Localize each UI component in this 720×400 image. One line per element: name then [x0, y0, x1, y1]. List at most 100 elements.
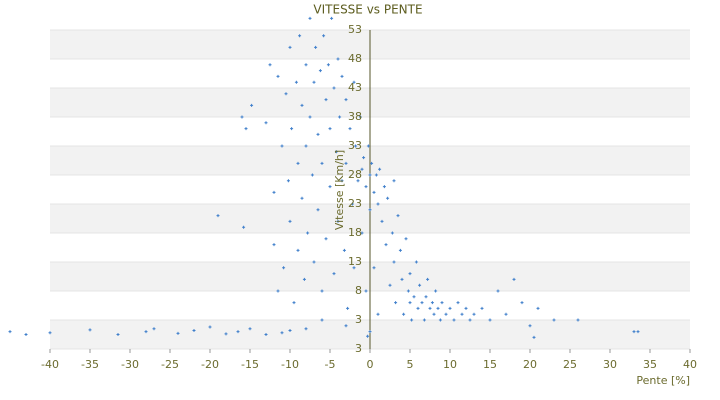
point: [400, 277, 404, 281]
point: [280, 331, 284, 335]
point: [48, 331, 52, 335]
point: [364, 185, 368, 189]
y-tick-label: 43: [348, 81, 362, 94]
point: [360, 167, 364, 171]
point: [366, 334, 370, 338]
y-tick-label: 3: [355, 342, 362, 355]
point: [472, 312, 476, 316]
point: [276, 289, 280, 293]
point: [436, 306, 440, 310]
x-tick-label: -5: [325, 358, 336, 371]
point: [318, 69, 322, 73]
point: [386, 196, 390, 200]
point: [438, 318, 442, 322]
point: [288, 328, 292, 332]
point: [468, 318, 472, 322]
point: [292, 301, 296, 305]
point: [300, 196, 304, 200]
point: [346, 306, 350, 310]
point: [444, 312, 448, 316]
point: [300, 103, 304, 107]
point: [416, 306, 420, 310]
point: [632, 330, 636, 334]
point: [344, 324, 348, 328]
point: [354, 144, 358, 148]
point: [552, 318, 556, 322]
point: [244, 127, 248, 131]
point: [192, 328, 196, 332]
point: [382, 185, 386, 189]
point: [532, 335, 536, 339]
points: [8, 16, 640, 339]
point: [366, 144, 370, 148]
point: [216, 214, 220, 218]
point: [394, 301, 398, 305]
point: [248, 327, 252, 331]
point: [426, 277, 430, 281]
y-tick-label: 3: [355, 313, 362, 326]
x-tick-label: -30: [121, 358, 139, 371]
point: [528, 324, 532, 328]
point: [294, 80, 298, 84]
point: [368, 173, 372, 177]
point: [420, 301, 424, 305]
x-tick-label: -40: [41, 358, 59, 371]
point: [358, 115, 362, 119]
point: [264, 333, 268, 336]
y-tick-label: 23: [348, 197, 362, 210]
chart-title: VITESSE vs PENTE: [313, 3, 422, 17]
point: [340, 74, 344, 78]
point: [176, 331, 180, 335]
point: [240, 115, 244, 119]
x-tick-label: 35: [643, 358, 657, 371]
point: [314, 45, 318, 49]
point: [408, 272, 412, 276]
point: [296, 248, 300, 252]
point: [496, 289, 500, 293]
point: [512, 277, 516, 281]
point: [430, 301, 434, 305]
point: [464, 306, 468, 310]
point: [290, 127, 294, 131]
point: [336, 219, 340, 223]
point: [334, 150, 338, 154]
x-tick-label: 15: [483, 358, 497, 371]
point: [310, 173, 314, 177]
point: [342, 248, 346, 252]
y-axis-label: Vitesse [Km/h]: [333, 150, 346, 230]
point: [312, 260, 316, 264]
point: [304, 63, 308, 67]
point: [434, 289, 438, 293]
point: [276, 74, 280, 78]
point: [288, 45, 292, 49]
point: [396, 214, 400, 218]
point: [308, 115, 312, 119]
point: [412, 295, 416, 299]
point: [350, 202, 354, 206]
y-tick-label: 18: [348, 226, 362, 239]
y-tick-label: 53: [348, 23, 362, 36]
point: [410, 318, 414, 322]
point: [536, 306, 540, 310]
point: [362, 156, 366, 160]
x-tick-label: -10: [281, 358, 299, 371]
y-tick-label: 48: [348, 52, 362, 65]
point: [368, 208, 372, 212]
point: [282, 266, 286, 270]
point: [368, 330, 372, 334]
point: [440, 301, 444, 305]
point: [576, 318, 580, 322]
point: [116, 333, 120, 336]
point: [324, 98, 328, 102]
point: [344, 161, 348, 165]
y-tick-label: 38: [348, 110, 362, 123]
point: [328, 185, 332, 189]
point: [344, 98, 348, 102]
x-tick-label: -20: [201, 358, 219, 371]
x-tick-label: -35: [81, 358, 99, 371]
x-tick-label: 10: [443, 358, 457, 371]
point: [374, 173, 378, 177]
point: [380, 219, 384, 223]
x-tick-label: -15: [241, 358, 259, 371]
